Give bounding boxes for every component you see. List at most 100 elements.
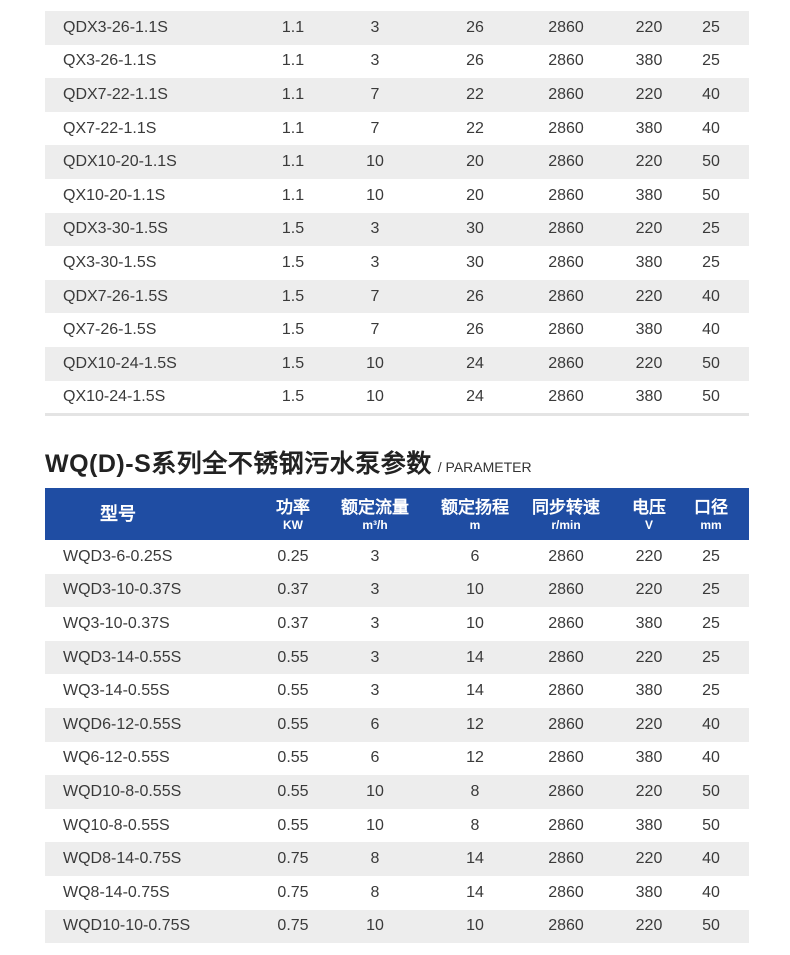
cell-model: WQD3-6-0.25S <box>63 547 173 565</box>
cell-model: QDX7-22-1.1S <box>63 85 168 103</box>
cell-speed: 2860 <box>548 85 584 103</box>
cell-caliber: 50 <box>702 354 720 372</box>
table-row: QX7-26-1.5S 1.5 7 26 2860 380 40 <box>45 313 749 347</box>
cell-speed: 2860 <box>548 354 584 372</box>
header-flow: 额定流量 m³/h <box>335 488 415 540</box>
cell-flow: 6 <box>370 749 380 767</box>
top-parameter-table: QDX3-26-1.1S 1.1 3 26 2860 220 25 QX3-26-1.1S 1.… <box>45 11 749 414</box>
cell-speed: 2860 <box>548 648 584 666</box>
cell-head: 8 <box>470 782 480 800</box>
cell-model: WQ3-10-0.37S <box>63 614 170 632</box>
table-row: QDX7-22-1.1S 1.1 7 22 2860 220 40 <box>45 78 749 112</box>
header-power-unit: KW <box>283 517 303 532</box>
cell-model: WQ6-12-0.55S <box>63 749 170 767</box>
cell-voltage: 220 <box>635 547 663 565</box>
cell-model: QDX3-30-1.5S <box>63 220 168 238</box>
cell-voltage: 220 <box>635 85 663 103</box>
cell-voltage: 380 <box>635 883 663 901</box>
cell-flow: 10 <box>366 153 384 171</box>
cell-caliber: 25 <box>702 220 720 238</box>
cell-model: QX10-24-1.5S <box>63 388 166 406</box>
section-title: WQ(D)-S系列全不锈钢污水泵参数 <box>45 450 432 478</box>
cell-speed: 2860 <box>548 547 584 565</box>
cell-model: WQD8-14-0.75S <box>63 850 182 868</box>
cell-head: 26 <box>466 321 484 339</box>
cell-power: 1.5 <box>281 388 305 406</box>
cell-caliber: 50 <box>702 388 720 406</box>
cell-head: 10 <box>466 581 484 599</box>
cell-model: QX10-20-1.1S <box>63 186 166 204</box>
cell-head: 22 <box>466 119 484 137</box>
cell-power: 0.55 <box>277 749 309 767</box>
cell-power: 1.1 <box>281 186 305 204</box>
cell-model: QDX7-26-1.5S <box>63 287 168 305</box>
cell-caliber: 40 <box>702 321 720 339</box>
table-row: WQD3-14-0.55S 0.55 3 14 2860 220 25 <box>45 640 749 675</box>
cell-speed: 2860 <box>548 581 584 599</box>
cell-speed: 2860 <box>548 52 584 70</box>
cell-speed: 2860 <box>548 715 584 733</box>
cell-power: 0.55 <box>277 648 309 666</box>
cell-head: 26 <box>466 18 484 36</box>
table-row: QDX10-24-1.5S 1.5 10 24 2860 220 50 <box>45 346 749 381</box>
cell-speed: 2860 <box>548 614 584 632</box>
cell-flow: 3 <box>370 220 380 238</box>
cell-speed: 2860 <box>548 850 584 868</box>
cell-power: 1.5 <box>281 287 305 305</box>
cell-voltage: 380 <box>635 749 663 767</box>
cell-power: 0.75 <box>277 850 309 868</box>
cell-model: QDX3-26-1.1S <box>63 18 168 36</box>
cell-model: WQ3-14-0.55S <box>63 682 170 700</box>
cell-head: 30 <box>466 253 484 271</box>
cell-flow: 3 <box>370 547 380 565</box>
cell-speed: 2860 <box>548 153 584 171</box>
cell-speed: 2860 <box>548 917 584 935</box>
cell-flow: 8 <box>370 850 380 868</box>
cell-head: 26 <box>466 287 484 305</box>
cell-caliber: 25 <box>702 52 720 70</box>
header-speed-label: 同步转速 <box>532 497 600 517</box>
cell-caliber: 25 <box>702 682 720 700</box>
cell-caliber: 50 <box>702 186 720 204</box>
cell-power: 0.37 <box>277 614 309 632</box>
table-row: WQ3-10-0.37S 0.37 3 10 2860 380 25 <box>45 607 749 641</box>
wq-parameter-table: WQD3-6-0.25S 0.25 3 6 2860 220 25 WQD3-10-0.37S… <box>45 540 749 944</box>
cell-voltage: 220 <box>635 287 663 305</box>
header-voltage-unit: V <box>644 517 653 532</box>
cell-head: 14 <box>466 883 484 901</box>
table-row: QDX7-26-1.5S 1.5 7 26 2860 220 40 <box>45 279 749 314</box>
cell-power: 0.55 <box>277 782 309 800</box>
cell-flow: 3 <box>370 614 380 632</box>
header-caliber: 口径 mm <box>671 488 751 540</box>
cell-model: QX7-22-1.1S <box>63 119 157 137</box>
cell-caliber: 40 <box>702 119 720 137</box>
cell-flow: 8 <box>370 883 380 901</box>
cell-voltage: 220 <box>635 715 663 733</box>
cell-power: 0.75 <box>277 883 309 901</box>
cell-head: 6 <box>470 547 480 565</box>
cell-power: 0.75 <box>277 917 309 935</box>
table-row: WQ8-14-0.75S 0.75 8 14 2860 380 40 <box>45 876 749 910</box>
cell-flow: 10 <box>366 917 384 935</box>
cell-head: 14 <box>466 850 484 868</box>
cell-flow: 3 <box>370 253 380 271</box>
cell-caliber: 25 <box>702 253 720 271</box>
cell-model: QX3-30-1.5S <box>63 253 157 271</box>
cell-power: 1.1 <box>281 52 305 70</box>
cell-speed: 2860 <box>548 18 584 36</box>
cell-head: 8 <box>470 816 480 834</box>
section-subtitle: / PARAMETER <box>437 459 532 475</box>
table-row: QDX3-26-1.1S 1.1 3 26 2860 220 25 <box>45 11 749 45</box>
cell-flow: 7 <box>370 119 380 137</box>
cell-speed: 2860 <box>548 388 584 406</box>
cell-flow: 6 <box>370 715 380 733</box>
table-row: QX3-26-1.1S 1.1 3 26 2860 380 25 <box>45 45 749 79</box>
cell-head: 10 <box>466 614 484 632</box>
cell-caliber: 50 <box>702 782 720 800</box>
cell-flow: 3 <box>370 18 380 36</box>
cell-power: 1.5 <box>281 321 305 339</box>
cell-model: WQ10-8-0.55S <box>63 816 170 834</box>
cell-flow: 3 <box>370 581 380 599</box>
cell-power: 1.1 <box>281 153 305 171</box>
cell-voltage: 220 <box>635 581 663 599</box>
